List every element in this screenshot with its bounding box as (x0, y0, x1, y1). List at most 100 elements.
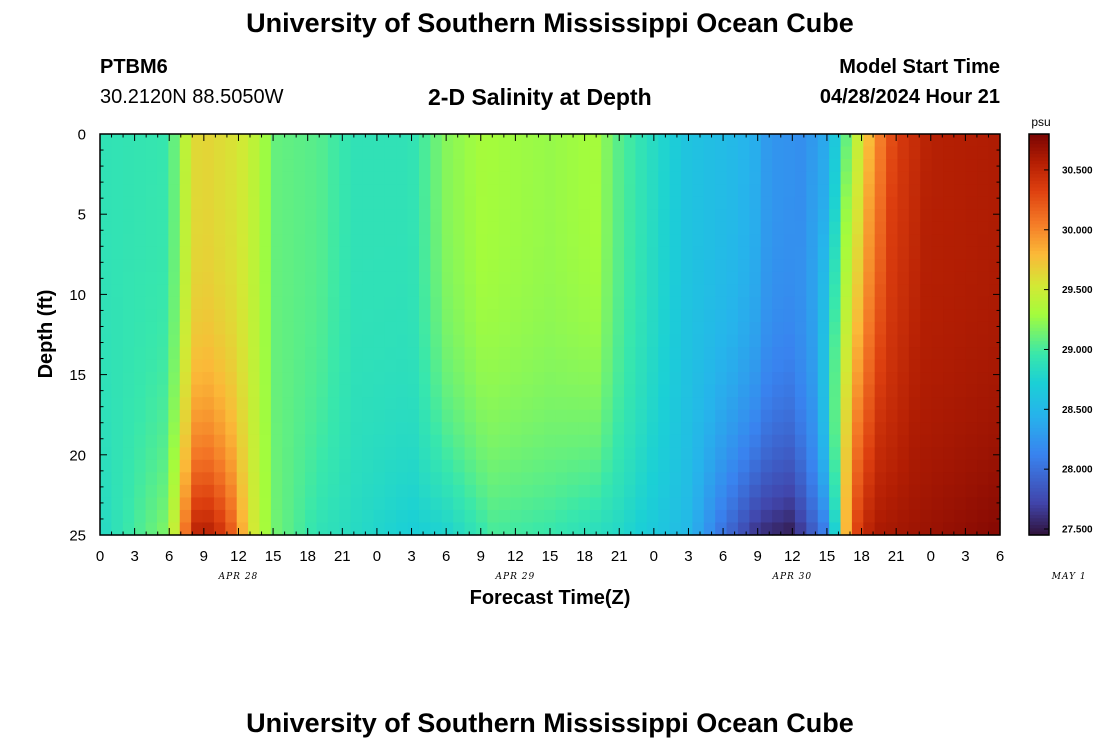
heatmap-cell (202, 459, 215, 473)
heatmap-cell (806, 134, 819, 148)
heatmap-cell (202, 234, 215, 248)
heatmap-cell (430, 209, 443, 223)
colorbar-segment (1029, 170, 1049, 175)
heatmap-cell (532, 409, 545, 423)
heatmap-cell (977, 472, 990, 486)
heatmap-cell (988, 184, 1001, 198)
heatmap-cell (908, 447, 921, 461)
heatmap-cell (418, 347, 431, 361)
heatmap-cell (156, 334, 169, 348)
heatmap-cell (122, 509, 135, 524)
x-tick-label: 9 (754, 548, 762, 565)
heatmap-cell (134, 497, 147, 511)
heatmap-cell (886, 196, 899, 210)
heatmap-cell (111, 296, 124, 311)
heatmap-cell (578, 422, 591, 436)
heatmap-cell (544, 271, 557, 285)
heatmap-cell (863, 522, 876, 536)
heatmap-cell (396, 259, 409, 273)
heatmap-cell (681, 134, 693, 148)
heatmap-cell (259, 221, 272, 235)
heatmap-cell (134, 209, 147, 223)
heatmap-cell (521, 359, 534, 373)
heatmap-cell (236, 422, 249, 436)
heatmap-cell (555, 422, 568, 436)
heatmap-cell (840, 372, 853, 386)
heatmap-cell (669, 209, 682, 223)
colorbar-segment (1029, 357, 1049, 362)
heatmap-cell (943, 359, 956, 373)
heatmap-cell (851, 209, 864, 223)
heatmap-cell (555, 184, 568, 198)
heatmap-cell (259, 171, 272, 185)
heatmap-cell (658, 146, 671, 160)
heatmap-cell (658, 321, 671, 336)
heatmap-cell (156, 484, 169, 499)
heatmap-cell (453, 397, 466, 411)
heatmap-cell (282, 284, 295, 298)
heatmap-cell (589, 497, 602, 511)
heatmap-cell (783, 397, 796, 411)
heatmap-cell (316, 422, 329, 436)
heatmap-cell (806, 184, 819, 198)
heatmap-cell (954, 159, 967, 173)
heatmap-cell (567, 334, 580, 348)
heatmap-cell (897, 384, 910, 398)
heatmap-cell (692, 184, 705, 198)
heatmap-cell (168, 209, 181, 223)
heatmap-cell (920, 221, 933, 235)
heatmap-cell (772, 309, 785, 323)
heatmap-cell (715, 171, 728, 185)
colorbar-segment (1029, 344, 1049, 349)
heatmap-cell (521, 347, 534, 361)
heatmap-cell (293, 221, 306, 235)
heatmap-cell (441, 484, 454, 499)
heatmap-cell (430, 271, 443, 285)
heatmap-cell (248, 284, 261, 298)
heatmap-cell (977, 509, 990, 524)
heatmap-cell (441, 347, 454, 361)
heatmap-cell (213, 271, 226, 285)
heatmap-cell (954, 372, 967, 386)
heatmap-cell (384, 209, 397, 223)
heatmap-cell (806, 347, 819, 361)
heatmap-cell (145, 209, 158, 223)
heatmap-cell (555, 296, 568, 311)
heatmap-cell (213, 296, 226, 311)
heatmap-cell (658, 422, 671, 436)
heatmap-cell (396, 497, 409, 511)
heatmap-cell (305, 334, 318, 348)
colorbar-segment (1029, 428, 1049, 433)
heatmap-cell (863, 184, 876, 198)
heatmap-cell (248, 159, 261, 173)
heatmap-cell (453, 159, 466, 173)
heatmap-cell (840, 296, 853, 311)
heatmap-cell (236, 459, 249, 473)
heatmap-cell (840, 347, 853, 361)
heatmap-cell (760, 159, 773, 173)
colorbar-segment (1029, 321, 1049, 326)
heatmap-cell (737, 309, 750, 323)
heatmap-cell (578, 447, 591, 461)
heatmap-cell (658, 509, 671, 524)
x-tick-label: 18 (299, 548, 316, 565)
heatmap-cell (760, 334, 773, 348)
heatmap-cell (601, 146, 614, 160)
heatmap-cell (145, 171, 158, 185)
heatmap-cell (327, 359, 340, 373)
heatmap-cell (908, 309, 921, 323)
heatmap-cell (646, 221, 659, 235)
heatmap-cell (111, 347, 124, 361)
heatmap-cell (794, 134, 807, 148)
heatmap-cell (794, 522, 807, 536)
heatmap-cell (362, 159, 375, 173)
heatmap-cell (544, 459, 557, 473)
heatmap-cell (943, 296, 956, 311)
heatmap-cell (259, 359, 272, 373)
colorbar-segment (1029, 200, 1049, 205)
heatmap-cell (931, 134, 944, 148)
heatmap-cell (191, 484, 204, 499)
heatmap-cell (658, 134, 671, 148)
heatmap-cell (430, 171, 443, 185)
heatmap-cell (191, 509, 204, 524)
